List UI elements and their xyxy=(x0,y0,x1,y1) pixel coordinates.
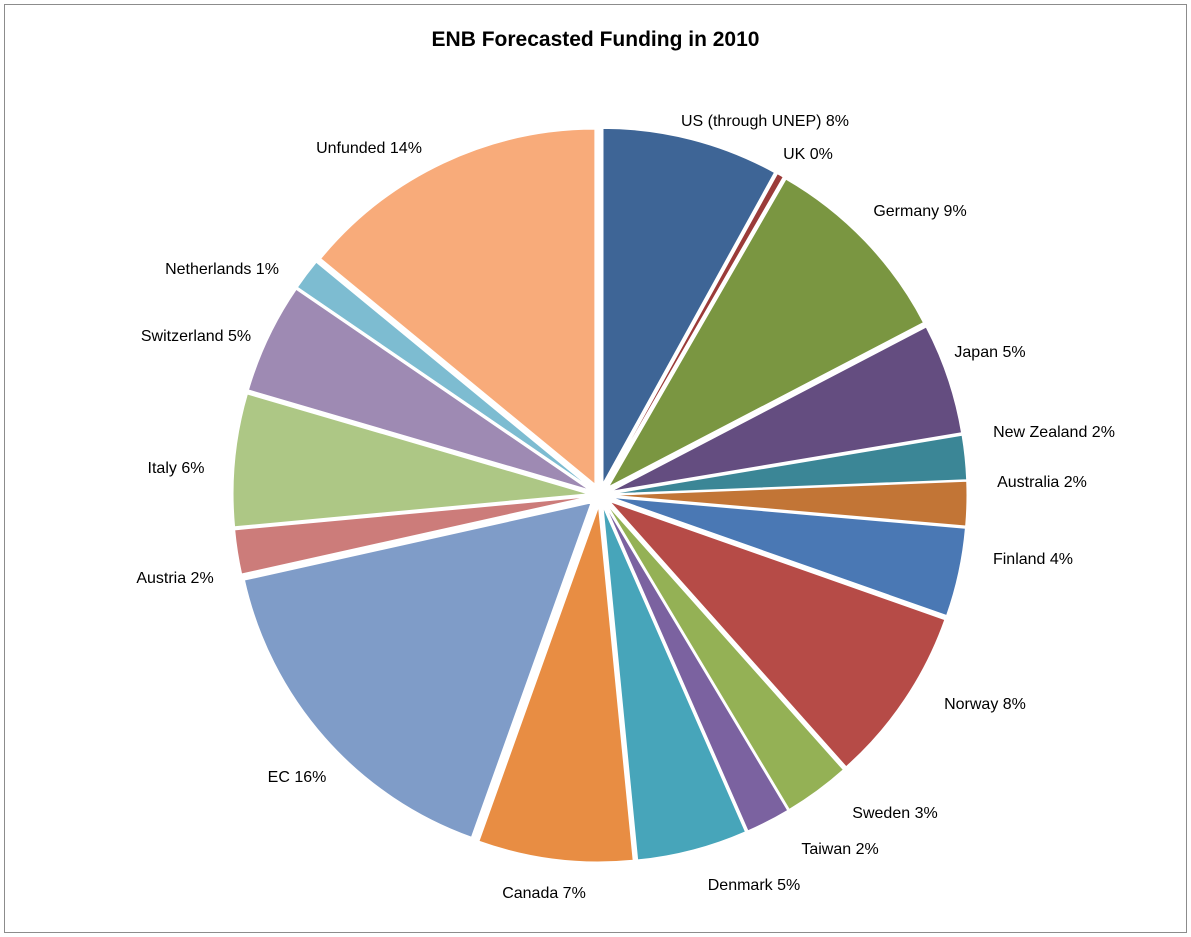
data-label-italy: Italy 6% xyxy=(148,460,205,477)
pie-slice-netherlands xyxy=(296,261,591,489)
data-label-sweden: Sweden 3% xyxy=(852,805,937,822)
pie-slice-sweden xyxy=(606,504,844,811)
pie-slice-japan xyxy=(611,326,963,492)
pie-slice-ec xyxy=(243,502,592,838)
pie-slice-switzerland xyxy=(247,288,590,491)
pie-slice-denmark xyxy=(602,506,747,861)
pie-slice-australia xyxy=(611,480,968,527)
pie-slice-italy xyxy=(232,393,589,528)
pie-slice-us-through-unep xyxy=(602,127,776,484)
pie-slice-uk xyxy=(605,173,784,485)
pie-slice-finland xyxy=(611,497,966,617)
data-label-austria: Austria 2% xyxy=(136,570,213,587)
data-label-finland: Finland 4% xyxy=(993,551,1073,568)
pie-slice-unfunded xyxy=(320,128,596,486)
data-label-japan: Japan 5% xyxy=(954,344,1025,361)
data-label-uk: UK 0% xyxy=(783,146,833,163)
data-label-australia: Australia 2% xyxy=(997,474,1087,491)
data-label-ec: EC 16% xyxy=(268,769,327,786)
data-label-switzerland: Switzerland 5% xyxy=(141,328,251,345)
pie-slice-norway xyxy=(609,501,946,768)
pie-slice-new-zealand xyxy=(611,434,968,495)
data-label-norway: Norway 8% xyxy=(944,696,1026,713)
pie-slice-austria xyxy=(234,496,589,575)
data-label-new-zealand: New Zealand 2% xyxy=(993,424,1115,441)
data-label-canada: Canada 7% xyxy=(502,885,586,902)
data-label-us-through-unep: US (through UNEP) 8% xyxy=(681,113,849,130)
chart-title: ENB Forecasted Funding in 2010 xyxy=(431,28,760,51)
data-label-germany: Germany 9% xyxy=(873,203,966,220)
pie-slice-taiwan xyxy=(605,505,789,832)
data-label-denmark: Denmark 5% xyxy=(708,877,800,894)
data-label-netherlands: Netherlands 1% xyxy=(165,261,279,278)
pie-slice-germany xyxy=(607,178,925,488)
data-label-unfunded: Unfunded 14% xyxy=(316,140,422,157)
pie-slice-canada xyxy=(478,506,634,863)
data-label-taiwan: Taiwan 2% xyxy=(801,841,878,858)
